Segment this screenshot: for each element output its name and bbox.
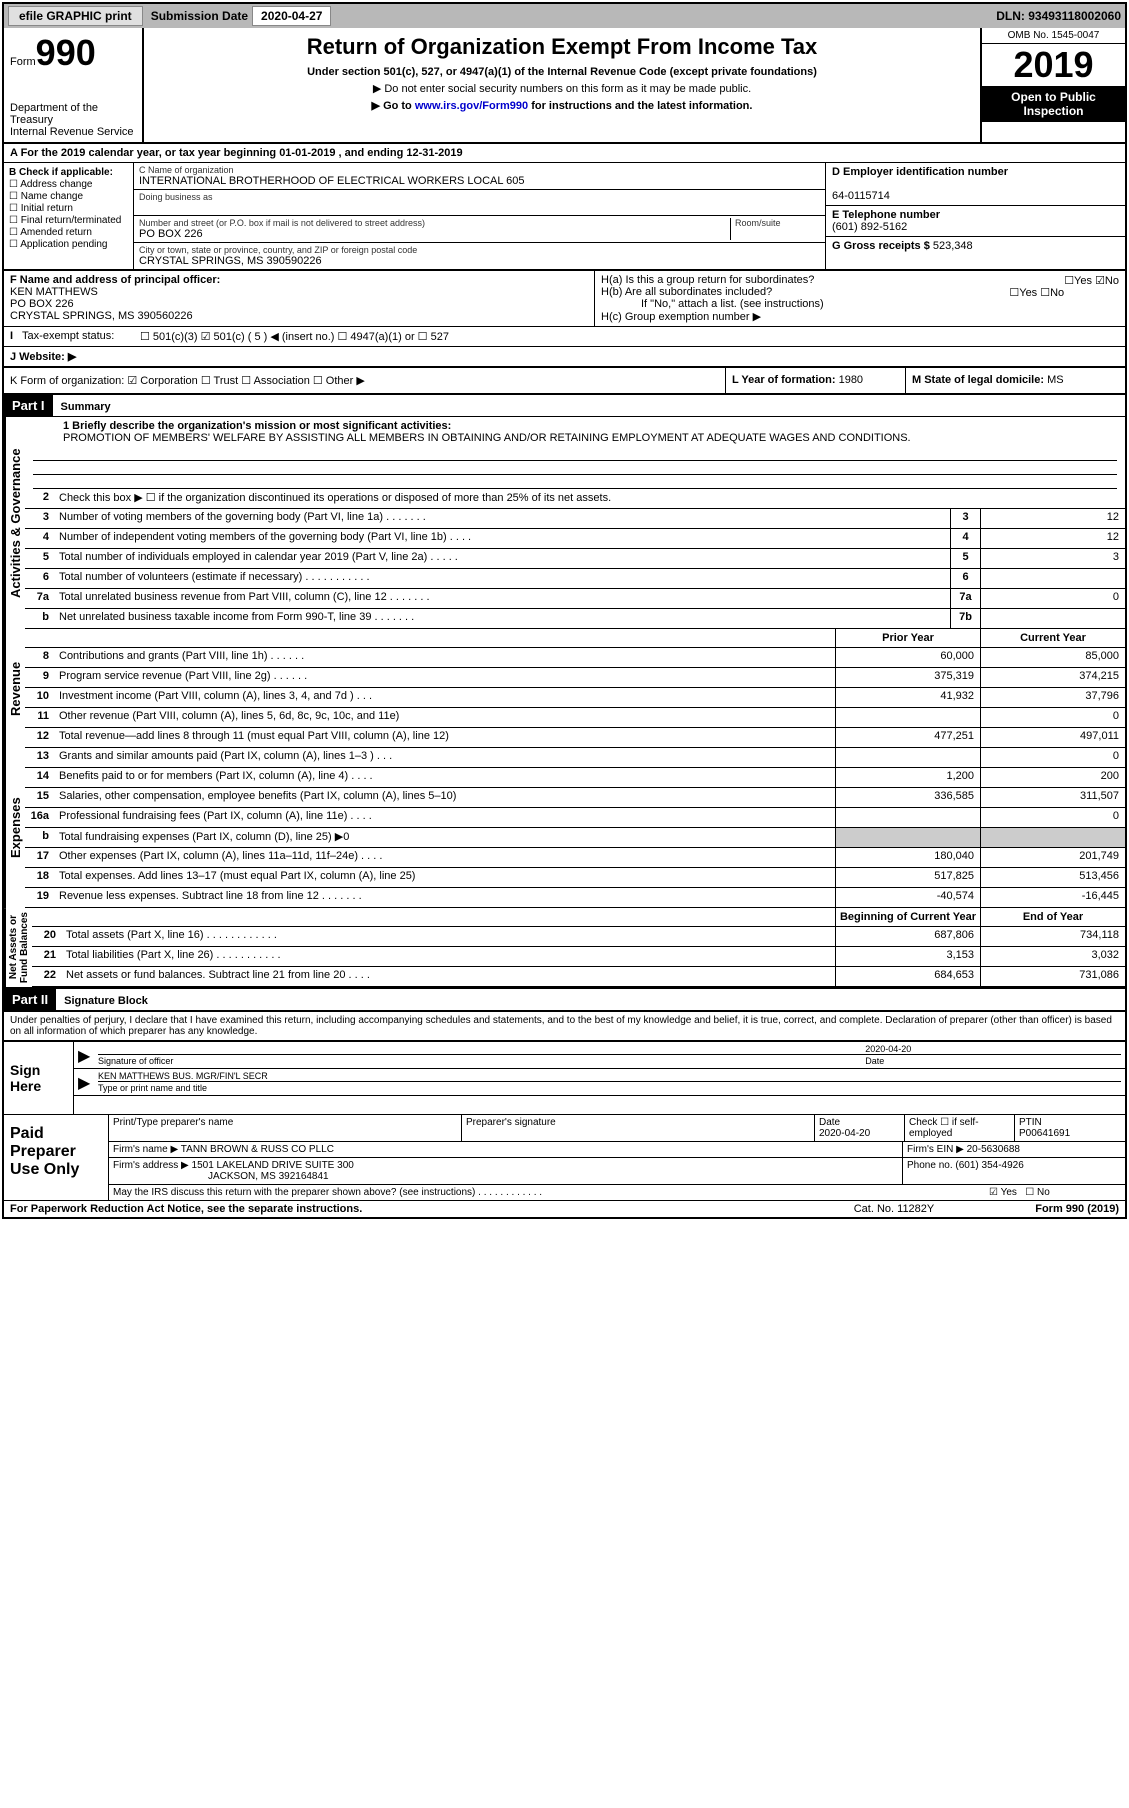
vlabel-rev: Revenue <box>4 629 25 748</box>
org-street: PO BOX 226 <box>139 228 730 240</box>
revenue-section: Revenue Prior YearCurrent Year 8Contribu… <box>4 629 1125 748</box>
mission: 1 Briefly describe the organization's mi… <box>25 417 1125 447</box>
penalty-text: Under penalties of perjury, I declare th… <box>4 1011 1125 1040</box>
dept: Department of the Treasury Internal Reve… <box>10 102 136 138</box>
part-1-header: Part ISummary <box>4 395 1125 417</box>
firm-name: TANN BROWN & RUSS CO PLLC <box>181 1144 334 1155</box>
topbar: efile GRAPHIC print Submission Date 2020… <box>4 4 1125 28</box>
box-d-e-g: D Employer identification number 64-0115… <box>825 163 1125 269</box>
year-formation: 1980 <box>839 374 863 386</box>
inspection-badge: Open to Public Inspection <box>982 86 1125 122</box>
officer-name: KEN MATTHEWS <box>10 286 98 298</box>
activities-governance: Activities & Governance 1 Briefly descri… <box>4 417 1125 629</box>
subtitle-1: Under section 501(c), 527, or 4947(a)(1)… <box>148 66 976 78</box>
form-header: Form990 Department of the Treasury Inter… <box>4 28 1125 144</box>
org-name: INTERNATIONAL BROTHERHOOD OF ELECTRICAL … <box>139 175 820 187</box>
k-l-m-row: K Form of organization: ☑ Corporation ☐ … <box>4 368 1125 395</box>
efile-print-btn[interactable]: efile GRAPHIC print <box>8 6 143 26</box>
netassets-section: Net Assets or Fund Balances Beginning of… <box>4 908 1125 987</box>
tax-status: I Tax-exempt status: ☐ 501(c)(3) ☑ 501(c… <box>4 327 1125 347</box>
box-b: B Check if applicable: ☐ Address change … <box>4 163 134 269</box>
phone: (601) 892-5162 <box>832 221 907 233</box>
subtitle-2: ▶ Do not enter social security numbers o… <box>148 82 976 95</box>
website: J Website: ▶ <box>4 347 1125 368</box>
expenses-section: Expenses 13Grants and similar amounts pa… <box>4 748 1125 908</box>
period-line: A For the 2019 calendar year, or tax yea… <box>4 144 1125 163</box>
vlabel-ag: Activities & Governance <box>4 417 25 629</box>
vlabel-exp: Expenses <box>4 748 25 908</box>
form-number: 990 <box>36 32 96 73</box>
gross-receipts: 523,348 <box>933 240 973 252</box>
sub-date-lbl: Submission Date <box>151 9 248 23</box>
dln: DLN: 93493118002060 <box>996 9 1121 23</box>
form-title: Return of Organization Exempt From Incom… <box>148 34 976 60</box>
org-city: CRYSTAL SPRINGS, MS 390590226 <box>139 255 820 267</box>
ptin: P00641691 <box>1019 1128 1070 1139</box>
subtitle-3: ▶ Go to www.irs.gov/Form990 for instruct… <box>148 99 976 112</box>
form-word: Form <box>10 56 36 68</box>
irs-link[interactable]: www.irs.gov/Form990 <box>415 100 528 112</box>
prep-phone: (601) 354-4926 <box>955 1160 1023 1171</box>
part-2-header: Part IISignature Block <box>4 987 1125 1011</box>
sub-date: 2020-04-27 <box>252 6 331 26</box>
domicile: MS <box>1047 374 1064 386</box>
paid-preparer: Paid Preparer Use Only Print/Type prepar… <box>4 1114 1125 1200</box>
officer-sig-name: KEN MATTHEWS BUS. MGR/FIN'L SECR <box>98 1071 1121 1081</box>
box-c: C Name of organization INTERNATIONAL BRO… <box>134 163 825 269</box>
sign-here: Sign Here ▶ Signature of officer 2020-04… <box>4 1040 1125 1114</box>
section-f-h: F Name and address of principal officer:… <box>4 271 1125 327</box>
ein: 64-0115714 <box>832 190 890 202</box>
firm-ein: 20-5630688 <box>967 1144 1020 1155</box>
page-footer: For Paperwork Reduction Act Notice, see … <box>4 1200 1125 1217</box>
vlabel-na: Net Assets or Fund Balances <box>4 908 32 987</box>
section-b-to-g: B Check if applicable: ☐ Address change … <box>4 163 1125 271</box>
omb: OMB No. 1545-0047 <box>982 28 1125 44</box>
tax-year: 2019 <box>982 44 1125 86</box>
